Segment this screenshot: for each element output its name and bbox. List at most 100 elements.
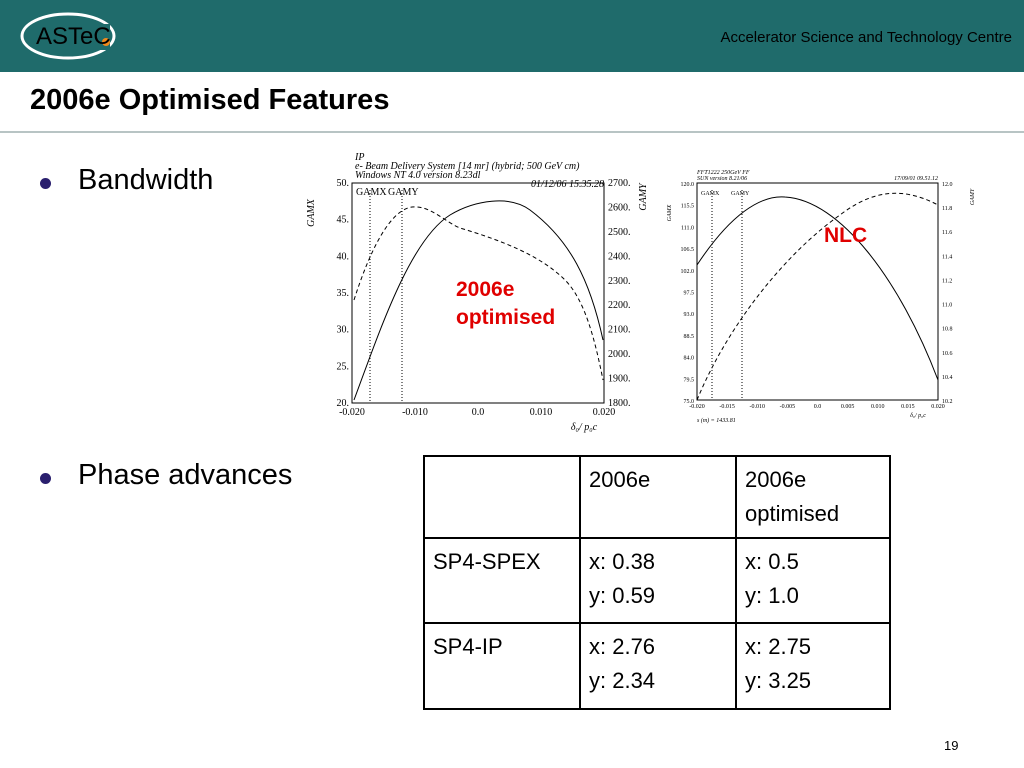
x-tick-label: -0.020 xyxy=(689,404,705,410)
x-tick-label: -0.015 xyxy=(719,404,735,410)
plot-header: e- Beam Delivery System [14 mr] (hybrid;… xyxy=(355,161,580,172)
x-tick-label: 0.020 xyxy=(593,407,616,418)
legend-entry: GAMX xyxy=(701,191,720,197)
y2-tick-label: 10.8 xyxy=(942,327,953,333)
header-bar: ASTeC Accelerator Science and Technology… xyxy=(0,0,1024,72)
cell-line: x: 0.5 xyxy=(745,549,799,574)
y2-tick-label: 1900. xyxy=(608,374,631,385)
y-tick-label: 97.5 xyxy=(684,291,695,297)
y2-label: GAMY xyxy=(970,188,976,205)
y2-tick-label: 11.6 xyxy=(942,230,952,236)
plot-header: SUN version 8.21/06 xyxy=(697,176,747,182)
plot-header: 17/09/01 09.51.12 xyxy=(894,176,938,182)
table-cell: x: 0.38 y: 0.59 xyxy=(579,537,737,624)
y-label: GAMX xyxy=(306,198,317,227)
y2-tick-label: 1800. xyxy=(608,398,631,409)
y2-tick-label: 2100. xyxy=(608,325,631,336)
row-label: SP4-IP xyxy=(423,622,581,710)
table-cell: x: 2.75 y: 3.25 xyxy=(735,622,891,710)
plot-header: 01/12/06 15.35.28 xyxy=(531,179,604,190)
annotation: NLC xyxy=(824,224,868,247)
table-row: SP4-IP x: 2.76 y: 2.34 x: 2.75 y: 3.25 xyxy=(423,622,891,710)
y2-tick-label: 10.4 xyxy=(942,375,953,381)
y-tick-label: 35. xyxy=(337,288,350,299)
gamx-curve xyxy=(696,196,939,381)
x-label: δ₀/ p₀c xyxy=(910,413,926,419)
table-cell: x: 2.76 y: 2.34 xyxy=(579,622,737,710)
x-tick-label: -0.020 xyxy=(339,407,365,418)
bullet: Bandwidth xyxy=(78,164,214,196)
y-tick-label: 106.5 xyxy=(681,247,695,253)
table-header: 2006e optimised xyxy=(735,455,891,539)
page-number: 19 xyxy=(944,738,959,753)
cell-line: y: 2.34 xyxy=(589,668,656,693)
cell-line: y: 0.59 xyxy=(589,583,656,608)
x-tick-label: 0.005 xyxy=(841,404,855,410)
x-tick-label: 0.015 xyxy=(901,404,915,410)
plot-header: FFT1222 250GeV FF xyxy=(696,170,750,176)
legend-entry: GAMY xyxy=(731,191,750,197)
y2-tick-label: 11.2 xyxy=(942,278,952,284)
logo-dot xyxy=(102,38,110,46)
cell-line: x: 2.76 xyxy=(589,634,656,659)
bullet: Phase advances xyxy=(78,459,293,491)
table-cell xyxy=(423,455,581,539)
y2-tick-label: 2700. xyxy=(608,178,631,189)
y2-tick-label: 2500. xyxy=(608,227,631,238)
y2-tick-label: 2000. xyxy=(608,349,631,360)
cell-line: x: 0.38 xyxy=(589,549,656,574)
y-tick-label: 50. xyxy=(337,178,350,189)
title-rule xyxy=(0,131,1024,133)
y-tick-label: 93.0 xyxy=(684,312,695,318)
bullet-dot xyxy=(40,473,51,484)
x-tick-label: -0.010 xyxy=(750,404,766,410)
x-tick-label: 0.0 xyxy=(814,404,822,410)
y2-tick-label: 2400. xyxy=(608,251,631,262)
y-tick-label: 88.5 xyxy=(684,334,695,340)
y-tick-label: 25. xyxy=(337,361,350,372)
y-tick-label: 20. xyxy=(337,398,350,409)
y2-tick-label: 10.2 xyxy=(942,399,953,405)
y2-tick-label: 12.0 xyxy=(942,182,953,188)
y2-tick-label: 2600. xyxy=(608,202,631,213)
legend-entry: GAMY xyxy=(388,187,419,198)
x-tick-label: -0.005 xyxy=(780,404,796,410)
y2-tick-label: 11.4 xyxy=(942,254,952,260)
plot-frame xyxy=(696,182,939,401)
logo-ring xyxy=(20,12,116,60)
y-tick-label: 115.5 xyxy=(681,204,694,210)
gamx-curve xyxy=(353,200,604,401)
gamy-curve xyxy=(696,192,939,401)
y-tick-label: 40. xyxy=(337,251,350,262)
x-label: δ₀/ p₀c xyxy=(571,422,598,433)
row-label: SP4-SPEX xyxy=(423,537,581,624)
legend-entry: GAMX xyxy=(356,187,387,198)
phase-table: 2006e 2006e optimised SP4-SPEX x: 0.38 y:… xyxy=(423,455,891,710)
table-row: SP4-SPEX x: 0.38 y: 0.59 x: 0.5 y: 1.0 xyxy=(423,537,891,624)
logo: ASTeC xyxy=(36,23,111,50)
x-tick-label: -0.010 xyxy=(402,407,428,418)
organization: Accelerator Science and Technology Centr… xyxy=(720,29,1012,46)
y2-label: GAMY xyxy=(638,182,649,211)
y-tick-label: 30. xyxy=(337,325,350,336)
x-tick-label: 0.010 xyxy=(530,407,553,418)
slide-title: 2006e Optimised Features xyxy=(30,84,390,116)
cell-line: x: 2.75 xyxy=(745,634,812,659)
x-tick-label: 0.010 xyxy=(871,404,885,410)
header-graphics: ASTeC Accelerator Science and Technology… xyxy=(20,12,1012,60)
bullet-dot xyxy=(40,178,51,189)
y-tick-label: 102.0 xyxy=(681,269,695,275)
y2-tick-label: 11.0 xyxy=(942,303,952,309)
y-tick-label: 45. xyxy=(337,215,350,226)
y-tick-label: 75.0 xyxy=(684,399,695,405)
y2-tick-label: 10.6 xyxy=(942,351,953,357)
x-tick-label: 0.020 xyxy=(931,404,945,410)
table-cell: x: 0.5 y: 1.0 xyxy=(735,537,891,624)
cell-line: y: 3.25 xyxy=(745,668,812,693)
gamy-curve xyxy=(353,206,604,381)
y2-tick-label: 11.8 xyxy=(942,206,952,212)
plot-frame xyxy=(351,182,605,404)
plots: IPe- Beam Delivery System [14 mr] (hybri… xyxy=(306,152,976,433)
x-tick-label: 0.0 xyxy=(472,407,485,418)
